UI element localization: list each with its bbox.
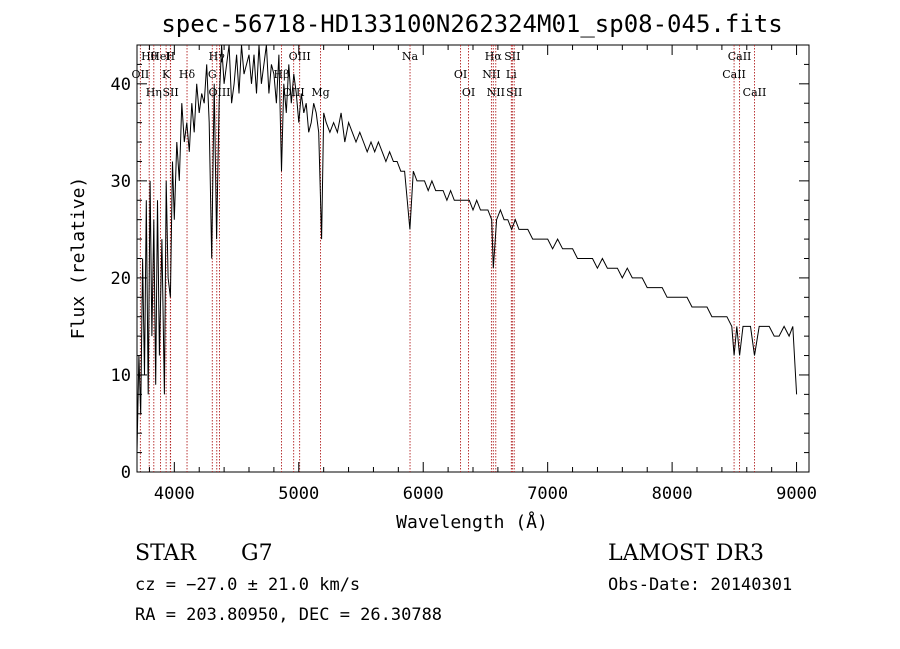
y-axis-label: Flux (relative) [68, 177, 89, 340]
line-label-22: Li [506, 68, 517, 81]
line-label-3: HeI [150, 50, 170, 63]
line-label-24: CaII [728, 50, 752, 63]
y-tick-label: 30 [111, 172, 131, 192]
line-label-21: SII [504, 50, 520, 63]
x-tick-label: 6000 [403, 484, 444, 504]
line-label-14: Mg [311, 86, 329, 99]
chart-title: spec-56718-HD133100N262324M01_sp08-045.f… [161, 10, 782, 38]
line-label-2: Hη [146, 86, 162, 99]
line-label-17: OI [462, 86, 475, 99]
line-label-0: Hθ [141, 50, 158, 63]
line-label-13: Hβ [274, 68, 290, 81]
line-label-6: H [166, 50, 176, 63]
line-label-7: Hδ [179, 68, 196, 81]
y-tick-label: 0 [121, 463, 131, 483]
x-tick-label: 8000 [652, 484, 693, 504]
line-label-15: Na [402, 50, 419, 63]
line-label-20: NII [487, 86, 505, 99]
subclass: G7 [241, 541, 273, 566]
line-label-1: OII [132, 68, 150, 81]
line-label-18: Hα [485, 50, 503, 63]
obs-date: Obs-Date: 20140301 [608, 575, 792, 595]
line-label-4: K [162, 68, 171, 81]
line-label-5: SII [162, 86, 178, 99]
x-axis-label: Wavelength (Å) [396, 511, 548, 533]
x-tick-label: 5000 [278, 484, 319, 504]
plot-frame [136, 44, 810, 473]
x-tick-label: 7000 [527, 484, 568, 504]
line-label-8: OIII [208, 86, 230, 99]
survey-name: LAMOST DR3 [608, 541, 764, 566]
line-label-26: CaII [743, 86, 767, 99]
y-tick-label: 20 [111, 269, 131, 289]
line-label-23: SII [506, 86, 522, 99]
flux-line [136, 44, 798, 453]
line-label-11: OIII [283, 86, 305, 99]
line-label-10: G [208, 68, 217, 81]
line-labels: Hθ OII Hη HeI K SII HHδ OIII Hγ G OIII OIII Hβ Mg Na OI… [132, 50, 767, 99]
line-label-25: CaII [722, 68, 746, 81]
coordinates: RA = 203.80950, DEC = 26.30788 [135, 605, 442, 625]
y-tick-label: 40 [111, 75, 131, 95]
line-label-16: OI [454, 68, 467, 81]
x-tick-label: 4000 [154, 484, 195, 504]
axis-ticks: 4000 5000 6000 7000 8000 9000 0 10 20 30 40 [111, 44, 817, 504]
object-type: STAR [135, 541, 197, 566]
line-label-9: Hγ [209, 50, 226, 63]
redshift-text: cz = −27.0 ± 21.0 km/s [135, 575, 360, 595]
y-tick-label: 10 [111, 366, 131, 386]
line-label-19: NII [482, 68, 500, 81]
x-tick-label: 9000 [776, 484, 817, 504]
line-markers [139, 45, 755, 472]
line-label-12: OIII [289, 50, 311, 63]
spectrum-series [136, 44, 798, 453]
